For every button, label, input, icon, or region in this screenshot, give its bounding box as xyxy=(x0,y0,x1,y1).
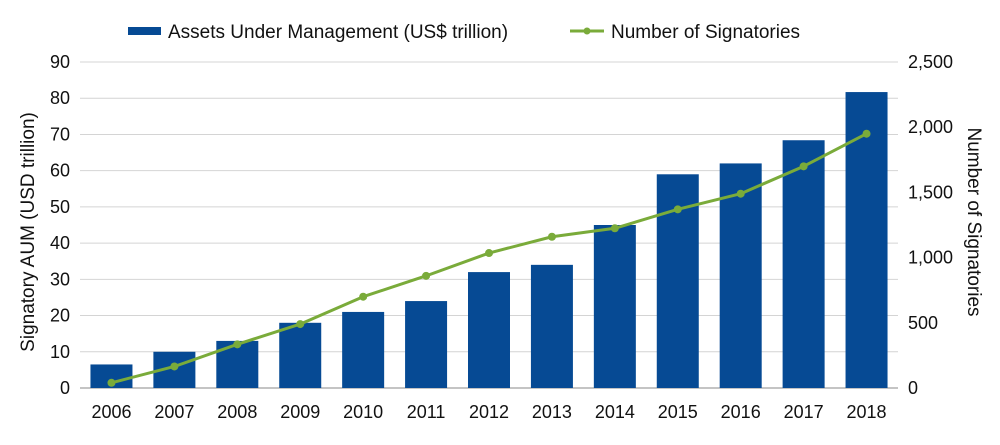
y-left-tick-label: 20 xyxy=(50,306,70,326)
x-tick-label: 2010 xyxy=(343,402,383,422)
point-signatories-2017 xyxy=(799,162,808,171)
bar-aum-2011 xyxy=(405,301,448,388)
y-left-tick-label: 60 xyxy=(50,161,70,181)
point-signatories-2013 xyxy=(547,232,556,241)
y-left-tick-label: 80 xyxy=(50,88,70,108)
bar-aum-2016 xyxy=(719,163,762,388)
x-tick-label: 2006 xyxy=(91,402,131,422)
y-left-tick-label: 70 xyxy=(50,124,70,144)
y-right-tick-label: 2,500 xyxy=(908,52,953,72)
point-signatories-2014 xyxy=(610,224,619,233)
point-signatories-2018 xyxy=(862,129,871,138)
point-signatories-2010 xyxy=(359,292,368,301)
legend-swatch-signatories-marker xyxy=(583,27,591,35)
y-left-tick-label: 50 xyxy=(50,197,70,217)
x-tick-label: 2011 xyxy=(407,402,446,422)
point-signatories-2012 xyxy=(485,249,493,258)
y-left-tick-label: 10 xyxy=(50,342,70,362)
bar-aum-2017 xyxy=(782,140,825,388)
point-signatories-2016 xyxy=(736,189,745,198)
y-left-tick-label: 40 xyxy=(50,233,70,253)
x-tick-label: 2014 xyxy=(595,402,635,422)
point-signatories-2015 xyxy=(673,205,682,214)
y-left-tick-label: 90 xyxy=(50,52,70,72)
x-tick-label: 2012 xyxy=(469,402,509,422)
y-right-tick-label: 1,500 xyxy=(908,182,953,202)
bar-aum-2012 xyxy=(468,272,510,388)
y-left-tick-label: 30 xyxy=(50,269,70,289)
legend: Assets Under Management (US$ trillion) N… xyxy=(128,22,800,43)
bar-series xyxy=(90,92,888,388)
legend-label-signatories: Number of Signatories xyxy=(611,22,800,43)
bar-aum-2006 xyxy=(90,364,133,388)
axis-ticks: 0 10 20 30 40 50 60 70 80 90 0 500 1,000 1,500 2,000 2,… xyxy=(50,52,953,422)
point-signatories-2006 xyxy=(107,378,116,387)
y-right-tick-label: 2,000 xyxy=(908,117,953,137)
legend-swatch-aum xyxy=(128,27,161,35)
y-right-tick-label: 500 xyxy=(908,313,938,333)
point-signatories-2009 xyxy=(296,320,305,329)
x-tick-label: 2007 xyxy=(154,402,194,422)
point-signatories-2011 xyxy=(422,271,431,280)
bar-aum-2010 xyxy=(342,311,385,388)
line-series xyxy=(107,129,871,387)
y-left-tick-label: 0 xyxy=(60,378,70,398)
x-tick-label: 2017 xyxy=(784,402,824,422)
x-tick-label: 2016 xyxy=(721,402,761,422)
x-tick-label: 2013 xyxy=(532,402,572,422)
y-left-axis-title: Signatory AUM (USD trillion) xyxy=(18,112,39,352)
y-right-tick-label: 1,000 xyxy=(908,248,953,268)
point-signatories-2007 xyxy=(170,362,179,371)
x-tick-label: 2008 xyxy=(217,402,257,422)
x-tick-label: 2009 xyxy=(280,402,320,422)
bar-aum-2013 xyxy=(530,264,573,388)
point-signatories-2008 xyxy=(233,340,242,349)
y-right-tick-label: 0 xyxy=(908,378,918,398)
bar-aum-2014 xyxy=(593,225,636,388)
x-tick-label: 2015 xyxy=(658,402,698,422)
y-right-axis-title: Number of Signatories xyxy=(963,127,984,316)
x-tick-label: 2018 xyxy=(847,402,887,422)
bar-aum-2009 xyxy=(279,322,322,388)
legend-label-aum: Assets Under Management (US$ trillion) xyxy=(168,22,508,43)
